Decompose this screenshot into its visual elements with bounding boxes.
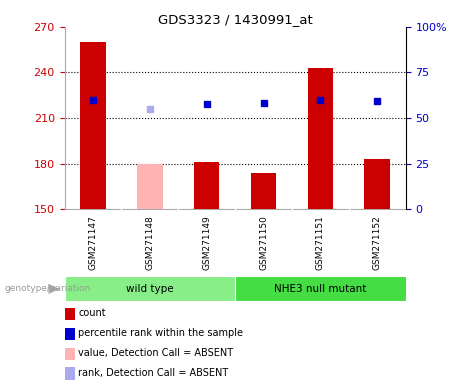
Bar [235, 276, 406, 301]
Text: wild type: wild type [126, 284, 174, 294]
Text: percentile rank within the sample: percentile rank within the sample [78, 328, 243, 338]
Text: GSM271151: GSM271151 [316, 215, 325, 270]
Bar [80, 42, 106, 209]
Bar [65, 276, 235, 301]
Bar [365, 159, 390, 209]
Bar [194, 162, 219, 209]
Title: GDS3323 / 1430991_at: GDS3323 / 1430991_at [158, 13, 313, 26]
Text: value, Detection Call = ABSENT: value, Detection Call = ABSENT [78, 348, 233, 358]
Text: NHE3 null mutant: NHE3 null mutant [274, 284, 366, 294]
Text: GSM271152: GSM271152 [373, 215, 382, 270]
Bar [307, 68, 333, 209]
Bar [251, 173, 276, 209]
Text: GSM271149: GSM271149 [202, 215, 211, 270]
Text: genotype/variation: genotype/variation [5, 285, 91, 293]
Text: GSM271148: GSM271148 [145, 215, 154, 270]
Text: GSM271150: GSM271150 [259, 215, 268, 270]
Text: count: count [78, 308, 106, 318]
Text: rank, Detection Call = ABSENT: rank, Detection Call = ABSENT [78, 368, 229, 378]
Text: GSM271147: GSM271147 [89, 215, 97, 270]
Bar [137, 164, 163, 209]
